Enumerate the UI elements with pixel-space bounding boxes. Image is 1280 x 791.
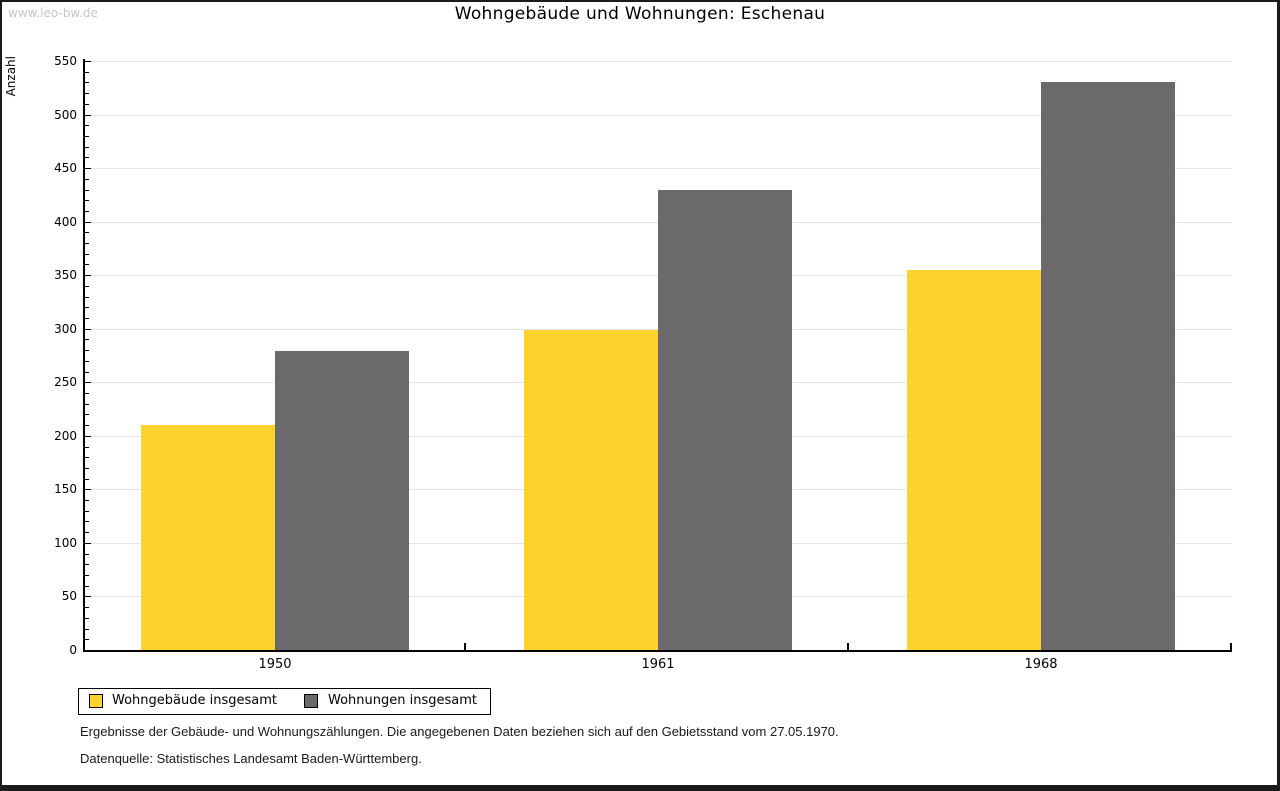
- y-minor-tick: [85, 200, 89, 201]
- y-minor-tick: [85, 393, 89, 394]
- y-minor-tick: [85, 607, 89, 608]
- x-boundary-tick: [1230, 643, 1232, 650]
- bar-1961-wohngebaeude-insgesamt: [524, 330, 658, 650]
- y-minor-tick: [85, 372, 89, 373]
- y-minor-tick: [85, 618, 89, 619]
- y-tick-label: 450: [54, 161, 77, 175]
- y-minor-tick: [85, 361, 89, 362]
- y-major-tick: [85, 543, 91, 544]
- bar-1950-wohngebaeude-insgesamt: [141, 425, 275, 650]
- y-minor-tick: [85, 629, 89, 630]
- y-tick-label: 100: [54, 536, 77, 550]
- x-tick-label-1968: 1968: [1024, 657, 1058, 672]
- y-tick-label: 50: [61, 589, 77, 603]
- y-minor-tick: [85, 404, 89, 405]
- y-minor-tick: [85, 72, 89, 73]
- y-minor-tick: [85, 179, 89, 180]
- gridline: [83, 61, 1232, 62]
- y-minor-tick: [85, 425, 89, 426]
- footnote-gebietsstand: Ergebnisse der Gebäude- und Wohnungszähl…: [80, 724, 839, 739]
- y-major-tick: [85, 222, 91, 223]
- chart-title: Wohngebäude und Wohnungen: Eschenau: [454, 4, 826, 24]
- y-tick-label: 0: [69, 643, 77, 657]
- y-minor-tick: [85, 554, 89, 555]
- y-major-tick: [85, 61, 91, 62]
- y-minor-tick: [85, 575, 89, 576]
- y-minor-tick: [85, 350, 89, 351]
- legend: Wohngebäude insgesamt Wohnungen insgesam…: [78, 688, 491, 715]
- y-axis-title: Anzahl: [4, 56, 18, 97]
- y-major-tick: [85, 275, 91, 276]
- y-minor-tick: [85, 243, 89, 244]
- y-tick-label: 550: [54, 54, 77, 68]
- y-tick-label: 150: [54, 482, 77, 496]
- x-tick-label-1950: 1950: [258, 657, 292, 672]
- y-minor-tick: [85, 147, 89, 148]
- y-minor-tick: [85, 157, 89, 158]
- legend-label-wohnungen: Wohnungen insgesamt: [328, 693, 477, 708]
- y-major-tick: [85, 168, 91, 169]
- gridline: [83, 168, 1232, 169]
- y-minor-tick: [85, 254, 89, 255]
- y-minor-tick: [85, 639, 89, 640]
- y-minor-tick: [85, 307, 89, 308]
- y-minor-tick: [85, 500, 89, 501]
- y-minor-tick: [85, 136, 89, 137]
- y-minor-tick: [85, 468, 89, 469]
- y-major-tick: [85, 382, 91, 383]
- y-minor-tick: [85, 457, 89, 458]
- watermark: www.leo-bw.de: [8, 6, 98, 20]
- y-major-tick: [85, 329, 91, 330]
- y-minor-tick: [85, 93, 89, 94]
- legend-swatch-wohnungen: [304, 694, 318, 708]
- y-minor-tick: [85, 264, 89, 265]
- y-minor-tick: [85, 190, 89, 191]
- x-boundary-tick: [464, 643, 466, 650]
- footnote-datenquelle: Datenquelle: Statistisches Landesamt Bad…: [80, 751, 422, 766]
- y-minor-tick: [85, 447, 89, 448]
- y-minor-tick: [85, 339, 89, 340]
- bar-1961-wohnungen-insgesamt: [658, 190, 792, 650]
- y-tick-label: 400: [54, 215, 77, 229]
- y-minor-tick: [85, 82, 89, 83]
- y-tick-label: 200: [54, 429, 77, 443]
- y-tick-label: 350: [54, 268, 77, 282]
- y-minor-tick: [85, 318, 89, 319]
- y-major-tick: [85, 436, 91, 437]
- legend-label-wohngebaeude: Wohngebäude insgesamt: [112, 693, 277, 708]
- y-tick-label: 300: [54, 322, 77, 336]
- x-boundary-tick: [847, 643, 849, 650]
- gridline: [83, 275, 1232, 276]
- legend-swatch-wohngebaeude: [89, 694, 103, 708]
- y-tick-label: 250: [54, 375, 77, 389]
- x-tick-label-1961: 1961: [641, 657, 675, 672]
- gridline: [83, 329, 1232, 330]
- y-minor-tick: [85, 586, 89, 587]
- y-minor-tick: [85, 479, 89, 480]
- bar-1950-wohnungen-insgesamt: [275, 351, 409, 650]
- y-minor-tick: [85, 286, 89, 287]
- y-minor-tick: [85, 211, 89, 212]
- y-minor-tick: [85, 297, 89, 298]
- y-minor-tick: [85, 232, 89, 233]
- y-major-tick: [85, 596, 91, 597]
- gridline: [83, 222, 1232, 223]
- y-minor-tick: [85, 125, 89, 126]
- y-minor-tick: [85, 414, 89, 415]
- y-minor-tick: [85, 104, 89, 105]
- y-major-tick: [85, 489, 91, 490]
- x-axis-line: [83, 650, 1232, 652]
- bar-1968-wohnungen-insgesamt: [1041, 82, 1175, 650]
- y-axis-line: [83, 59, 85, 652]
- y-minor-tick: [85, 511, 89, 512]
- bar-1968-wohngebaeude-insgesamt: [907, 270, 1041, 650]
- y-minor-tick: [85, 521, 89, 522]
- y-tick-label: 500: [54, 108, 77, 122]
- y-major-tick: [85, 115, 91, 116]
- y-minor-tick: [85, 564, 89, 565]
- gridline: [83, 115, 1232, 116]
- y-minor-tick: [85, 532, 89, 533]
